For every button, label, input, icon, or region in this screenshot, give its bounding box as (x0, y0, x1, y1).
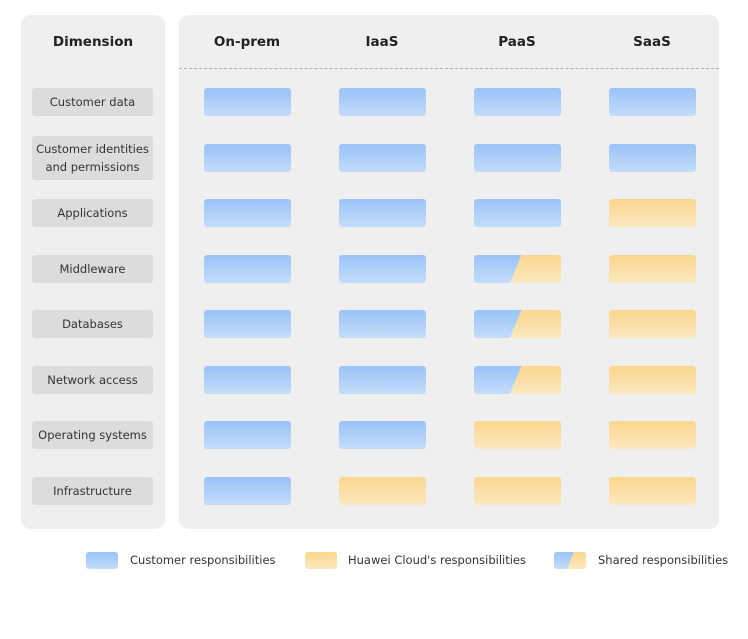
cell-customer-responsibility (338, 255, 426, 283)
cell-cloud-responsibility (338, 477, 426, 505)
dimension-label: Customer data (32, 88, 153, 116)
cell-cloud-responsibility (608, 477, 696, 505)
column-header-saas: SaaS (633, 34, 671, 50)
cell-cloud-responsibility (608, 421, 696, 449)
cell-cloud-responsibility (473, 421, 561, 449)
dimension-label: Customer identities and permissions (32, 136, 153, 180)
dimension-label: Network access (32, 366, 153, 394)
cell-customer-responsibility (203, 88, 291, 116)
cell-customer-responsibility (338, 421, 426, 449)
cell-customer-responsibility (608, 144, 696, 172)
legend-swatch-customer (86, 552, 118, 569)
header-divider (179, 68, 719, 69)
dimension-label: Middleware (32, 255, 153, 283)
cell-customer-responsibility (203, 477, 291, 505)
cell-cloud-responsibility (473, 477, 561, 505)
cell-customer-responsibility (203, 421, 291, 449)
cell-customer-responsibility (338, 366, 426, 394)
dimension-header: Dimension (52, 34, 134, 50)
cell-shared-responsibility (473, 310, 561, 338)
dimension-label: Operating systems (32, 421, 153, 449)
cell-shared-responsibility (473, 255, 561, 283)
cell-customer-responsibility (338, 88, 426, 116)
column-header-iaas: IaaS (365, 34, 399, 50)
cell-cloud-responsibility (608, 255, 696, 283)
cell-cloud-responsibility (608, 310, 696, 338)
cell-cloud-responsibility (608, 199, 696, 227)
cell-customer-responsibility (203, 366, 291, 394)
cell-customer-responsibility (473, 144, 561, 172)
column-header-paas: PaaS (498, 34, 536, 50)
cell-customer-responsibility (473, 88, 561, 116)
column-header-on-prem: On-prem (213, 34, 281, 50)
cell-cloud-responsibility (608, 366, 696, 394)
legend-swatch-cloud (305, 552, 337, 569)
cell-customer-responsibility (203, 144, 291, 172)
legend-label-cloud: Huawei Cloud's responsibilities (348, 553, 526, 567)
cell-shared-responsibility (473, 366, 561, 394)
cell-customer-responsibility (203, 255, 291, 283)
legend-label-customer: Customer responsibilities (130, 553, 276, 567)
legend-label-shared: Shared responsibilities (598, 553, 729, 567)
cell-customer-responsibility (203, 199, 291, 227)
dimension-label: Applications (32, 199, 153, 227)
cell-customer-responsibility (608, 88, 696, 116)
legend-swatch-shared (554, 552, 586, 569)
cell-customer-responsibility (338, 144, 426, 172)
cell-customer-responsibility (338, 310, 426, 338)
dimension-label: Databases (32, 310, 153, 338)
cell-customer-responsibility (473, 199, 561, 227)
cell-customer-responsibility (203, 310, 291, 338)
cell-customer-responsibility (338, 199, 426, 227)
dimension-label: Infrastructure (32, 477, 153, 505)
